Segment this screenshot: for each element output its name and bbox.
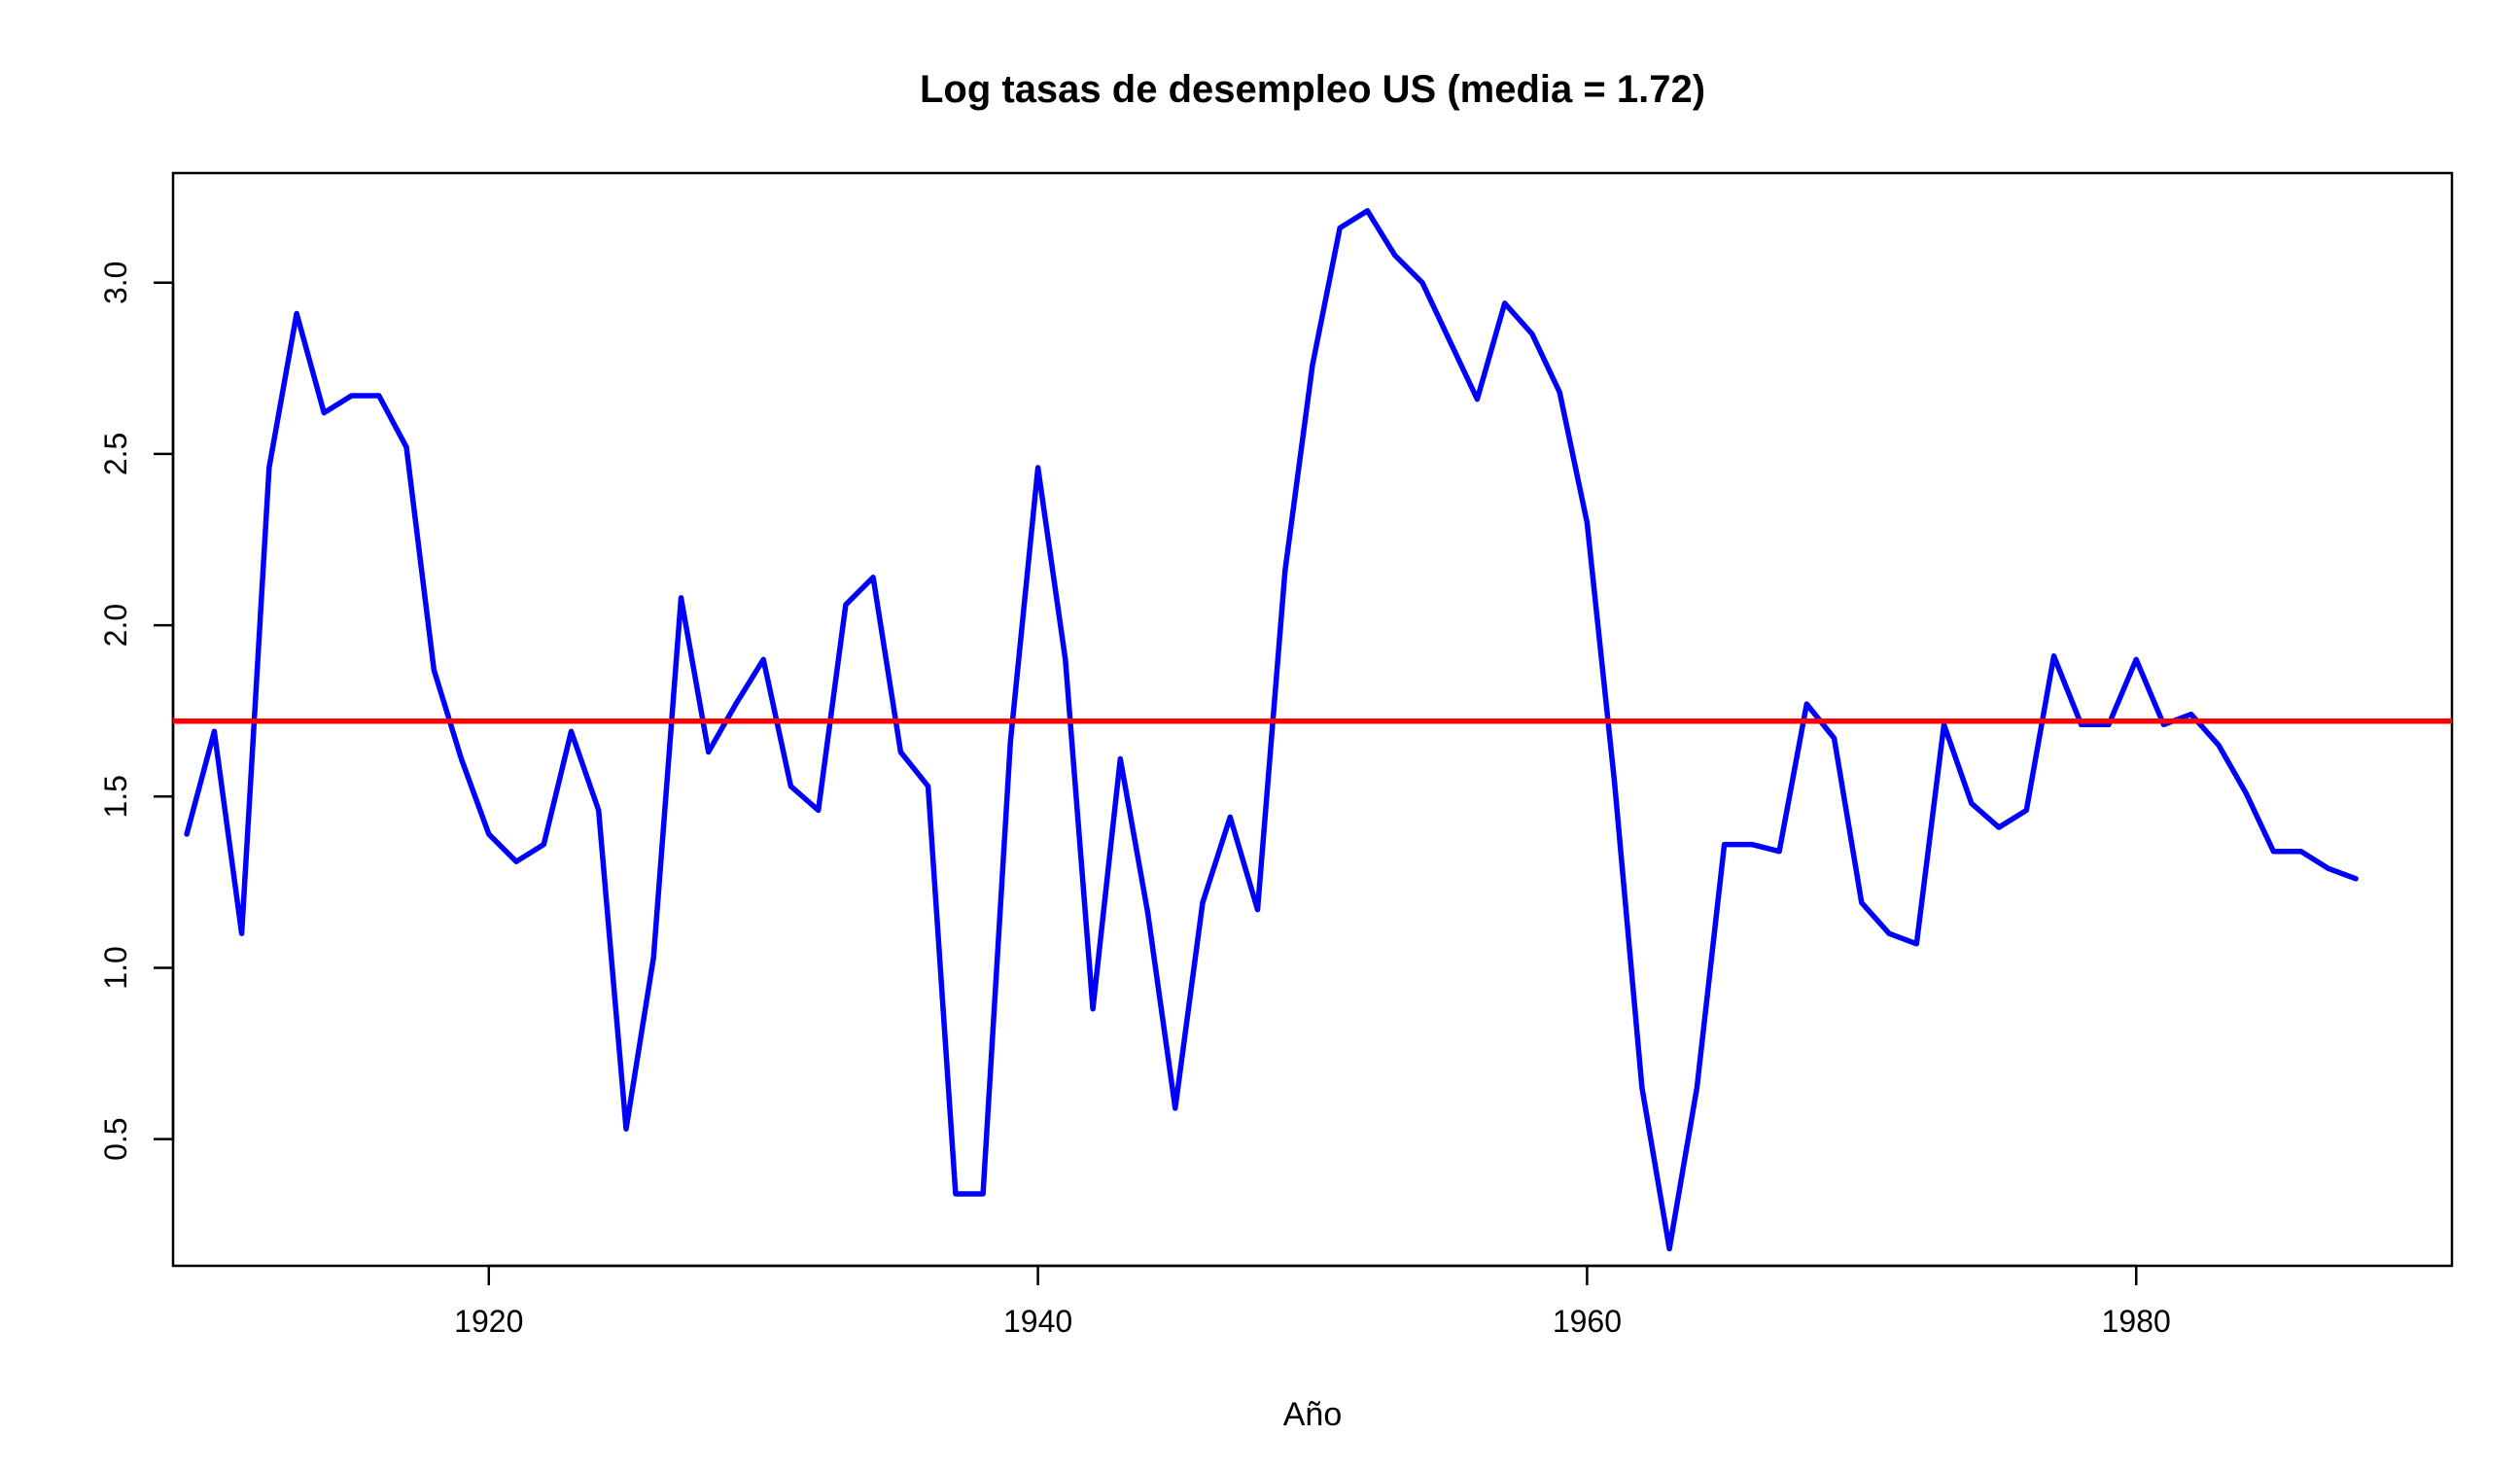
y-tick-label: 2.5	[98, 433, 133, 475]
y-tick-label: 3.0	[98, 262, 133, 304]
y-tick-label: 1.0	[98, 946, 133, 989]
x-tick-label: 1940	[1003, 1304, 1072, 1339]
series-line	[184, 208, 2359, 1252]
y-tick-label: 0.5	[98, 1117, 133, 1160]
y-tick-label: 1.5	[98, 775, 133, 818]
y-tick-label: 2.0	[98, 604, 133, 647]
chart-title: Log tasas de desempleo US (media = 1.72)	[920, 68, 1705, 111]
x-axis-label: Año	[1283, 1396, 1343, 1433]
x-tick-label: 1960	[1553, 1304, 1622, 1339]
x-tick-label: 1980	[2102, 1304, 2171, 1339]
x-tick-label: 1920	[454, 1304, 523, 1339]
